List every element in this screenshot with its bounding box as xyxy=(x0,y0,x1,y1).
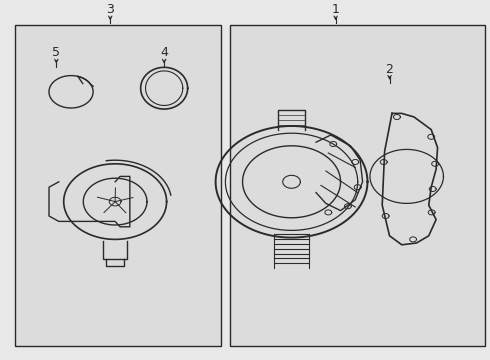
Text: 2: 2 xyxy=(386,63,393,76)
Text: 4: 4 xyxy=(160,46,168,59)
Text: 1: 1 xyxy=(332,3,340,16)
Bar xyxy=(230,25,485,346)
Text: 3: 3 xyxy=(106,3,114,16)
Text: 5: 5 xyxy=(52,46,60,59)
Bar xyxy=(15,25,220,346)
